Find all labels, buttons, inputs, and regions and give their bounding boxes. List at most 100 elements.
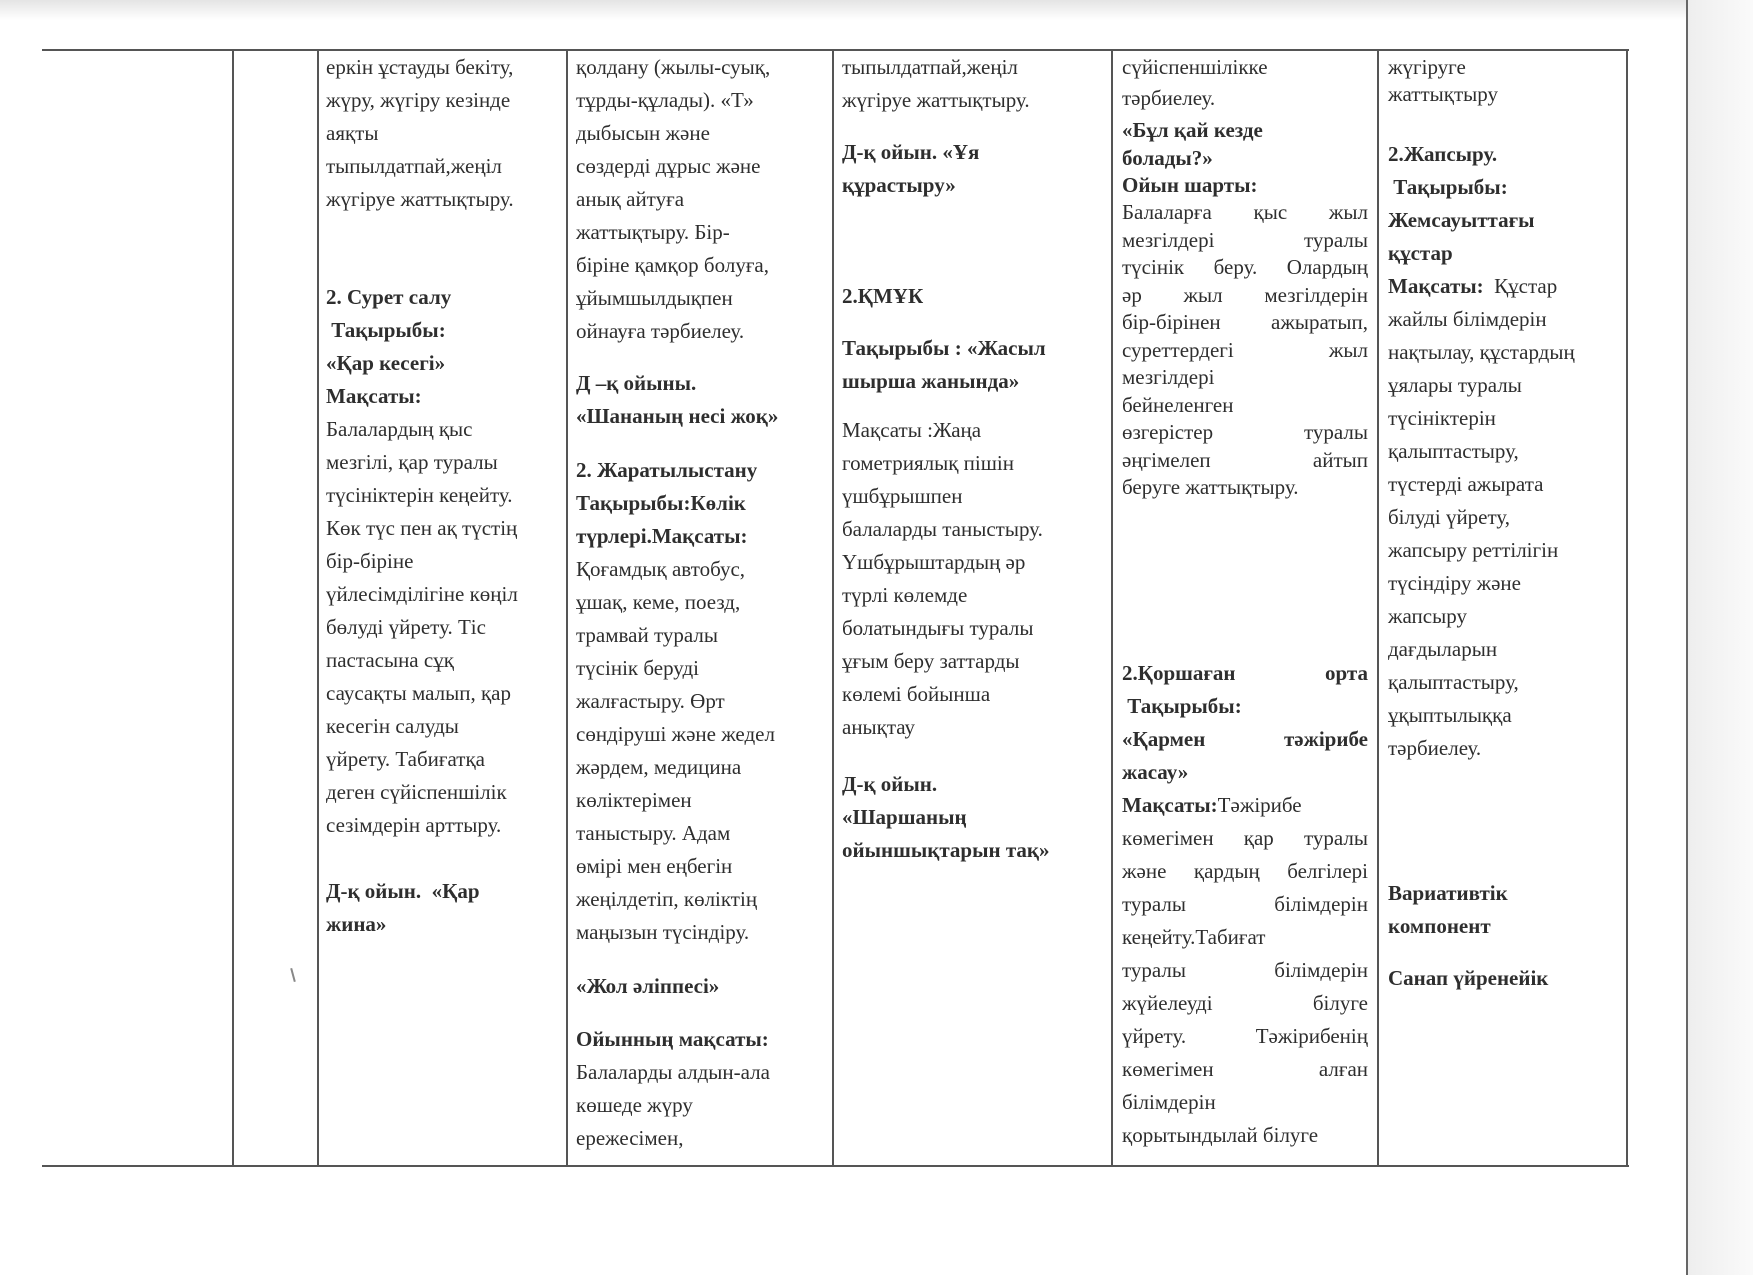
text-line: аяқты	[326, 120, 379, 145]
text-line: жина»	[326, 911, 387, 936]
text-line: ұялары туралы	[1388, 372, 1522, 397]
cell-heading: «Бұл қай кезде болады?» Ойын шарты:	[1122, 117, 1368, 200]
cell-paragraph: Балаларға қыс жыл мезгілдері туралы түсіні…	[1122, 199, 1368, 502]
cell-heading: Д-қ ойын. «Шаршаның ойыншықтарын тақ»	[842, 768, 1104, 867]
text-line: болады?»	[1122, 145, 1213, 170]
text-line: туралы білімдерін	[1122, 891, 1368, 916]
text-line: шырша жанында»	[842, 368, 1020, 393]
cell-heading: Ойынның мақсаты:	[576, 1023, 826, 1056]
text-line: түсініктерін кеңейту.	[326, 482, 513, 507]
text-line: беруге жаттықтыру.	[1122, 475, 1299, 500]
text-line: қолдану (жылы-суық,	[576, 54, 771, 79]
text-line: Балаларды алдын-ала	[576, 1059, 770, 1084]
text-line: Ойынның мақсаты:	[576, 1026, 769, 1051]
text-line: Мақсаты: Құстар	[1388, 270, 1620, 303]
cell-paragraph: Мақсаты: Құстар жайлы білімдерін нақтылау,…	[1388, 270, 1620, 765]
text-line: ойнауға тәрбиелеу.	[576, 318, 745, 343]
text-line: түстерді ажырата	[1388, 471, 1544, 496]
text-line: Балаларға қыс жыл	[1122, 200, 1368, 225]
text-line: жасау»	[1122, 759, 1189, 784]
text-line: компонент	[1388, 913, 1491, 938]
scan-page-edge	[1688, 0, 1753, 1275]
cell-heading: 2. Сурет салу Тақырыбы: «Қар кесегі» Мақса…	[326, 281, 560, 413]
text-line: түсінік беру. Олардың	[1122, 255, 1368, 280]
text-line: үйлесімділігіне көңіл	[326, 581, 518, 606]
column-divider	[317, 50, 319, 1167]
text-line: «Шаршаның	[842, 804, 967, 829]
text-line: Д-қ ойын. «Ұя	[842, 139, 980, 164]
text-line: қалыптастыру,	[1388, 669, 1519, 694]
text-line: «Қар кесегі»	[326, 350, 446, 375]
text-line: ұйымшылдықпен	[576, 285, 733, 310]
text-line: Санап үйренейік	[1388, 965, 1549, 990]
text-line: саусақты малып, қар	[326, 680, 511, 705]
text-line: кеңейту.Табиғат	[1122, 924, 1266, 949]
text-line: көмегімен алған	[1122, 1056, 1368, 1081]
lead-text: Тәжірибе	[1217, 792, 1302, 817]
text-line: дыбысын және	[576, 120, 710, 145]
text-line: түрлері.Мақсаты:	[576, 523, 748, 548]
text-line: 2. Жаратылыстану	[576, 457, 758, 482]
text-line: балаларды таныстыру.	[842, 516, 1043, 541]
text-line: «Шананың несі жоқ»	[576, 403, 779, 428]
text-line: біріне қамқор болуға,	[576, 252, 769, 277]
text-line: трамвай туралы	[576, 622, 718, 647]
text-line: тәрбиелеу.	[1122, 85, 1216, 110]
text-line: әңгімелеп айтып	[1122, 447, 1368, 472]
cell-paragraph: Қоғамдық автобус, ұшақ, кеме, поезд, трамв…	[576, 553, 826, 949]
text-line: түсіндіру және	[1388, 570, 1521, 595]
cell-heading: Санап үйренейік	[1388, 962, 1620, 995]
text-line: үйрету. Табиғатқа	[326, 746, 485, 771]
text-line: әр жыл мезгілдерін	[1122, 282, 1368, 307]
text-line: Тақырыбы : «Жасыл	[842, 335, 1046, 360]
text-line: сөздерді дұрыс және	[576, 153, 761, 178]
cell-paragraph: Мақсаты :Жаңа гометриялық пішін үшбұрышпен…	[842, 414, 1104, 744]
text-line: тыпылдатпай,жеңіл	[326, 153, 502, 178]
lead-label: Мақсаты:	[1388, 273, 1484, 298]
text-line: түсінік беруді	[576, 655, 700, 680]
column-divider	[832, 50, 834, 1167]
text-line: көшеде жүру	[576, 1092, 693, 1117]
text-line: өзгерістер туралы	[1122, 420, 1368, 445]
text-line: Тақырыбы:	[1122, 693, 1242, 718]
text-line: және қардың белгілері	[1122, 858, 1368, 883]
text-line: Қоғамдық автобус,	[576, 556, 746, 581]
table-bottom-border	[42, 1165, 1629, 1167]
text-line: жапсыру	[1388, 603, 1467, 628]
text-line: қорытындылай білуге	[1122, 1122, 1319, 1147]
text-line: Балалардың қыс	[326, 416, 473, 441]
text-line: Вариативтік	[1388, 880, 1508, 905]
cell-paragraph: еркін ұстауды бекіту, жүру, жүгіру кезінд…	[326, 51, 560, 216]
text-line: 2.ҚМҰК	[842, 283, 924, 308]
cell-paragraph: Балалардың қыс мезгілі, қар туралы түсінік…	[326, 413, 560, 842]
text-line: Үшбұрыштардың әр	[842, 549, 1026, 574]
text-line: жүйелеуді білуге	[1122, 990, 1368, 1015]
cell-heading: Д –қ ойыны. «Шананың несі жоқ»	[576, 367, 826, 433]
text-line: жүру, жүгіру кезінде	[326, 87, 511, 112]
text-line: Тақырыбы:Көлік	[576, 490, 746, 515]
cell-heading: Тақырыбы : «Жасыл шырша жанында»	[842, 332, 1104, 398]
column-divider	[566, 50, 568, 1167]
text-line: түрлі көлемде	[842, 582, 968, 607]
scan-edge-line	[1686, 0, 1688, 1275]
column-divider	[232, 50, 234, 1167]
text-line: Мақсаты :Жаңа	[842, 417, 982, 442]
column-divider	[1626, 50, 1628, 1167]
text-line: білуді үйрету,	[1388, 504, 1511, 529]
text-line: 2. Сурет салу	[326, 284, 452, 309]
text-line: мезгілі, қар туралы	[326, 449, 498, 474]
column-divider	[1111, 50, 1113, 1167]
cell-paragraph: жүгіруге жаттықтыру	[1388, 54, 1620, 108]
text-line: тұрды-құлады). «Т»	[576, 87, 754, 112]
cell-paragraph: Балаларды алдын-ала көшеде жүру ережесімен…	[576, 1056, 826, 1155]
lead-text: Құстар	[1483, 273, 1558, 298]
text-line: жапсыру реттілігін	[1388, 537, 1559, 562]
text-line: ойыншықтарын тақ»	[842, 837, 1050, 862]
cell-heading: Вариативтік компонент	[1388, 877, 1620, 943]
text-line: ұқыптылыққа	[1388, 702, 1512, 727]
text-line: дағдыларын	[1388, 636, 1498, 661]
text-line: білімдерін	[1122, 1089, 1216, 1114]
text-line: таныстыру. Адам	[576, 820, 731, 845]
cell-heading: 2.ҚМҰК	[842, 280, 1104, 313]
text-line: «Қармен тәжірибе	[1122, 726, 1368, 751]
